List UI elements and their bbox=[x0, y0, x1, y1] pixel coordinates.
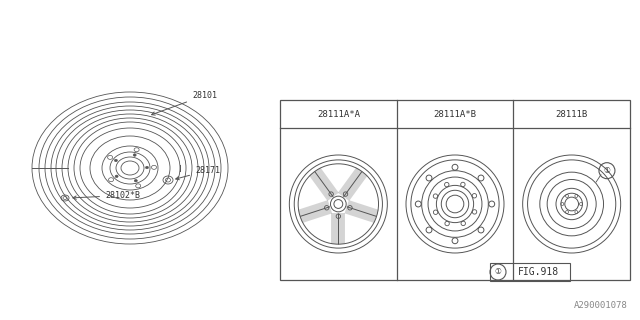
Text: A290001078: A290001078 bbox=[574, 301, 628, 310]
Ellipse shape bbox=[115, 175, 118, 178]
Ellipse shape bbox=[134, 180, 138, 182]
Ellipse shape bbox=[133, 154, 136, 156]
Ellipse shape bbox=[343, 192, 348, 196]
Ellipse shape bbox=[334, 200, 343, 208]
Bar bbox=[280, 100, 630, 280]
Bar bbox=[490, 263, 570, 281]
Text: 28102*B: 28102*B bbox=[73, 191, 140, 200]
Ellipse shape bbox=[330, 196, 346, 212]
Text: ①: ① bbox=[604, 166, 611, 175]
Ellipse shape bbox=[115, 159, 117, 162]
Text: 28171: 28171 bbox=[176, 166, 220, 180]
Text: 28111A*B: 28111A*B bbox=[433, 109, 477, 118]
Text: 28111A*A: 28111A*A bbox=[317, 109, 360, 118]
Text: ①: ① bbox=[495, 268, 501, 276]
Ellipse shape bbox=[329, 192, 333, 196]
Ellipse shape bbox=[336, 214, 340, 219]
Text: 28111B: 28111B bbox=[556, 109, 588, 118]
Ellipse shape bbox=[348, 205, 352, 210]
Text: FIG.918: FIG.918 bbox=[517, 267, 559, 277]
Ellipse shape bbox=[145, 166, 148, 169]
Text: 28101: 28101 bbox=[152, 91, 217, 115]
Ellipse shape bbox=[324, 205, 329, 210]
